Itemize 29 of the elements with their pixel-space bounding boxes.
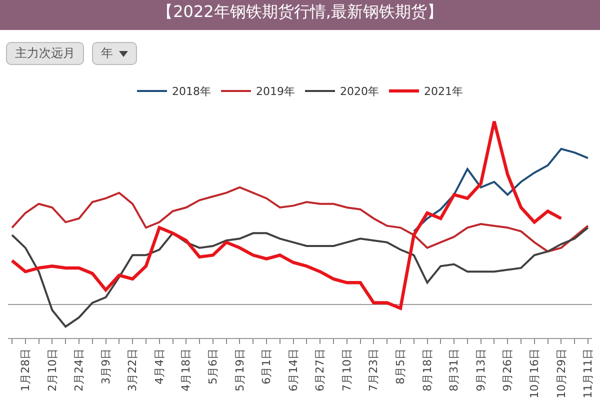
x-tick-label: 10月16日 (528, 348, 541, 398)
x-tick-label: 4月18日 (180, 348, 193, 392)
x-tick-label: 5月6日 (206, 348, 220, 384)
x-tick-label: 9月26日 (501, 348, 514, 392)
x-tick-label: 11月11日 (582, 348, 595, 398)
x-tick-label: 6月14日 (286, 348, 300, 392)
legend-label: 2018年 (172, 85, 211, 98)
x-tick-label: 6月27日 (314, 348, 327, 392)
x-tick-label: 3月9日 (99, 348, 112, 384)
x-tick-label: 1月28日 (18, 348, 32, 392)
x-tick-label: 6月1日 (260, 348, 274, 384)
legend-label: 2020年 (340, 85, 379, 98)
x-tick-label: 7月23日 (367, 348, 380, 392)
x-tick-label: 4月4日 (152, 348, 166, 384)
x-tick-label: 8月5日 (394, 348, 408, 384)
x-tick-label: 2月10日 (46, 348, 59, 392)
x-tick-label: 9月13日 (474, 348, 488, 392)
text: 主力次远月 (15, 45, 75, 62)
chart-title: 【2022年钢铁期货行情,最新钢铁期货】 (157, 2, 443, 22)
x-tick-label: 10月29日 (554, 348, 568, 398)
legend-label: 2021年 (424, 85, 463, 98)
legend-label: 2019年 (256, 85, 295, 98)
x-tick-label: 7月10日 (340, 348, 354, 392)
x-tick-label: 2月24日 (72, 348, 86, 392)
x-tick-label: 5月19日 (233, 348, 246, 392)
x-tick-label: 3月22日 (126, 348, 140, 392)
text: 年 (101, 45, 113, 62)
x-tick-label: 8月31日 (448, 348, 461, 392)
x-tick-label: 8月18日 (420, 348, 434, 392)
